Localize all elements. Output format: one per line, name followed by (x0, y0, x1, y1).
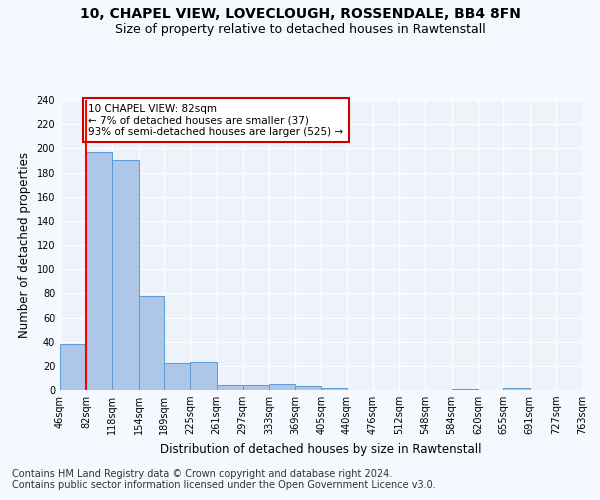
Bar (190, 362, 217, 390)
Text: Contains HM Land Registry data © Crown copyright and database right 2024.: Contains HM Land Registry data © Crown c… (12, 469, 392, 479)
Text: Contains public sector information licensed under the Open Government Licence v3: Contains public sector information licen… (12, 480, 436, 490)
Bar (269, 384, 295, 390)
Bar (295, 386, 322, 390)
Bar (452, 389, 478, 390)
Text: Size of property relative to detached houses in Rawtenstall: Size of property relative to detached ho… (115, 22, 485, 36)
Bar (112, 160, 139, 390)
Text: Distribution of detached houses by size in Rawtenstall: Distribution of detached houses by size … (160, 442, 482, 456)
Bar (60, 344, 86, 390)
Bar (243, 385, 269, 390)
Bar (217, 385, 243, 390)
Bar (86, 152, 112, 390)
Bar (322, 388, 347, 390)
Bar (164, 364, 190, 390)
Bar (503, 388, 530, 390)
Bar (139, 296, 164, 390)
Text: 10 CHAPEL VIEW: 82sqm
← 7% of detached houses are smaller (37)
93% of semi-detac: 10 CHAPEL VIEW: 82sqm ← 7% of detached h… (88, 104, 344, 137)
Text: 10, CHAPEL VIEW, LOVECLOUGH, ROSSENDALE, BB4 8FN: 10, CHAPEL VIEW, LOVECLOUGH, ROSSENDALE,… (80, 8, 520, 22)
Y-axis label: Number of detached properties: Number of detached properties (18, 152, 31, 338)
